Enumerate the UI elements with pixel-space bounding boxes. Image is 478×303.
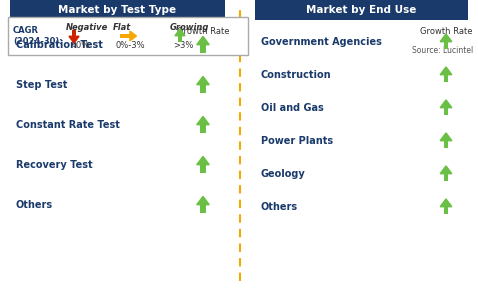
Polygon shape [197, 116, 209, 125]
Text: 0%-3%: 0%-3% [116, 41, 146, 49]
Polygon shape [197, 196, 209, 205]
Bar [200, 125, 206, 133]
Text: Others: Others [261, 202, 298, 212]
Polygon shape [197, 36, 209, 45]
Text: Geology: Geology [261, 169, 306, 179]
Bar [200, 205, 206, 213]
Polygon shape [197, 76, 209, 85]
Bar [200, 85, 206, 93]
Text: Growth Rate: Growth Rate [177, 26, 229, 35]
Text: Market by End Use: Market by End Use [306, 5, 417, 15]
Text: Constant Rate Test: Constant Rate Test [16, 120, 120, 130]
Text: Oil and Gas: Oil and Gas [261, 103, 324, 113]
Text: CAGR
(2024-30):: CAGR (2024-30): [13, 26, 63, 46]
Text: Others: Others [16, 200, 53, 210]
Polygon shape [440, 34, 452, 42]
Bar [444, 108, 448, 115]
Text: Construction: Construction [261, 70, 332, 80]
Bar [444, 174, 448, 181]
Text: Calibration Test: Calibration Test [16, 40, 103, 50]
Polygon shape [440, 166, 452, 174]
Bar [200, 45, 206, 53]
Bar [444, 141, 448, 148]
Text: Market by Test Type: Market by Test Type [58, 5, 176, 15]
Text: Step Test: Step Test [16, 80, 67, 90]
Polygon shape [440, 67, 452, 75]
Bar [178, 36, 182, 42]
Bar [444, 75, 448, 82]
Polygon shape [440, 199, 452, 207]
Bar [444, 42, 448, 49]
Text: Growing: Growing [170, 22, 209, 32]
Text: Government Agencies: Government Agencies [261, 37, 382, 47]
Polygon shape [175, 29, 185, 36]
Text: Flat: Flat [113, 22, 131, 32]
Bar [444, 207, 448, 214]
Polygon shape [197, 156, 209, 165]
Polygon shape [69, 36, 79, 43]
Polygon shape [440, 133, 452, 141]
Text: Recovery Test: Recovery Test [16, 160, 93, 170]
Bar [72, 30, 76, 36]
Polygon shape [130, 31, 136, 41]
Bar [200, 165, 206, 173]
Bar [120, 34, 130, 38]
Text: Source: Lucintel: Source: Lucintel [412, 46, 473, 55]
Bar [8, 17, 248, 55]
Polygon shape [440, 100, 452, 108]
Text: >3%: >3% [173, 41, 194, 49]
Bar [255, 0, 468, 20]
Text: Negative: Negative [66, 22, 108, 32]
Text: Growth Rate: Growth Rate [420, 26, 472, 35]
Text: Power Plants: Power Plants [261, 136, 333, 146]
Bar [10, 0, 225, 20]
Text: <0%: <0% [69, 41, 89, 49]
